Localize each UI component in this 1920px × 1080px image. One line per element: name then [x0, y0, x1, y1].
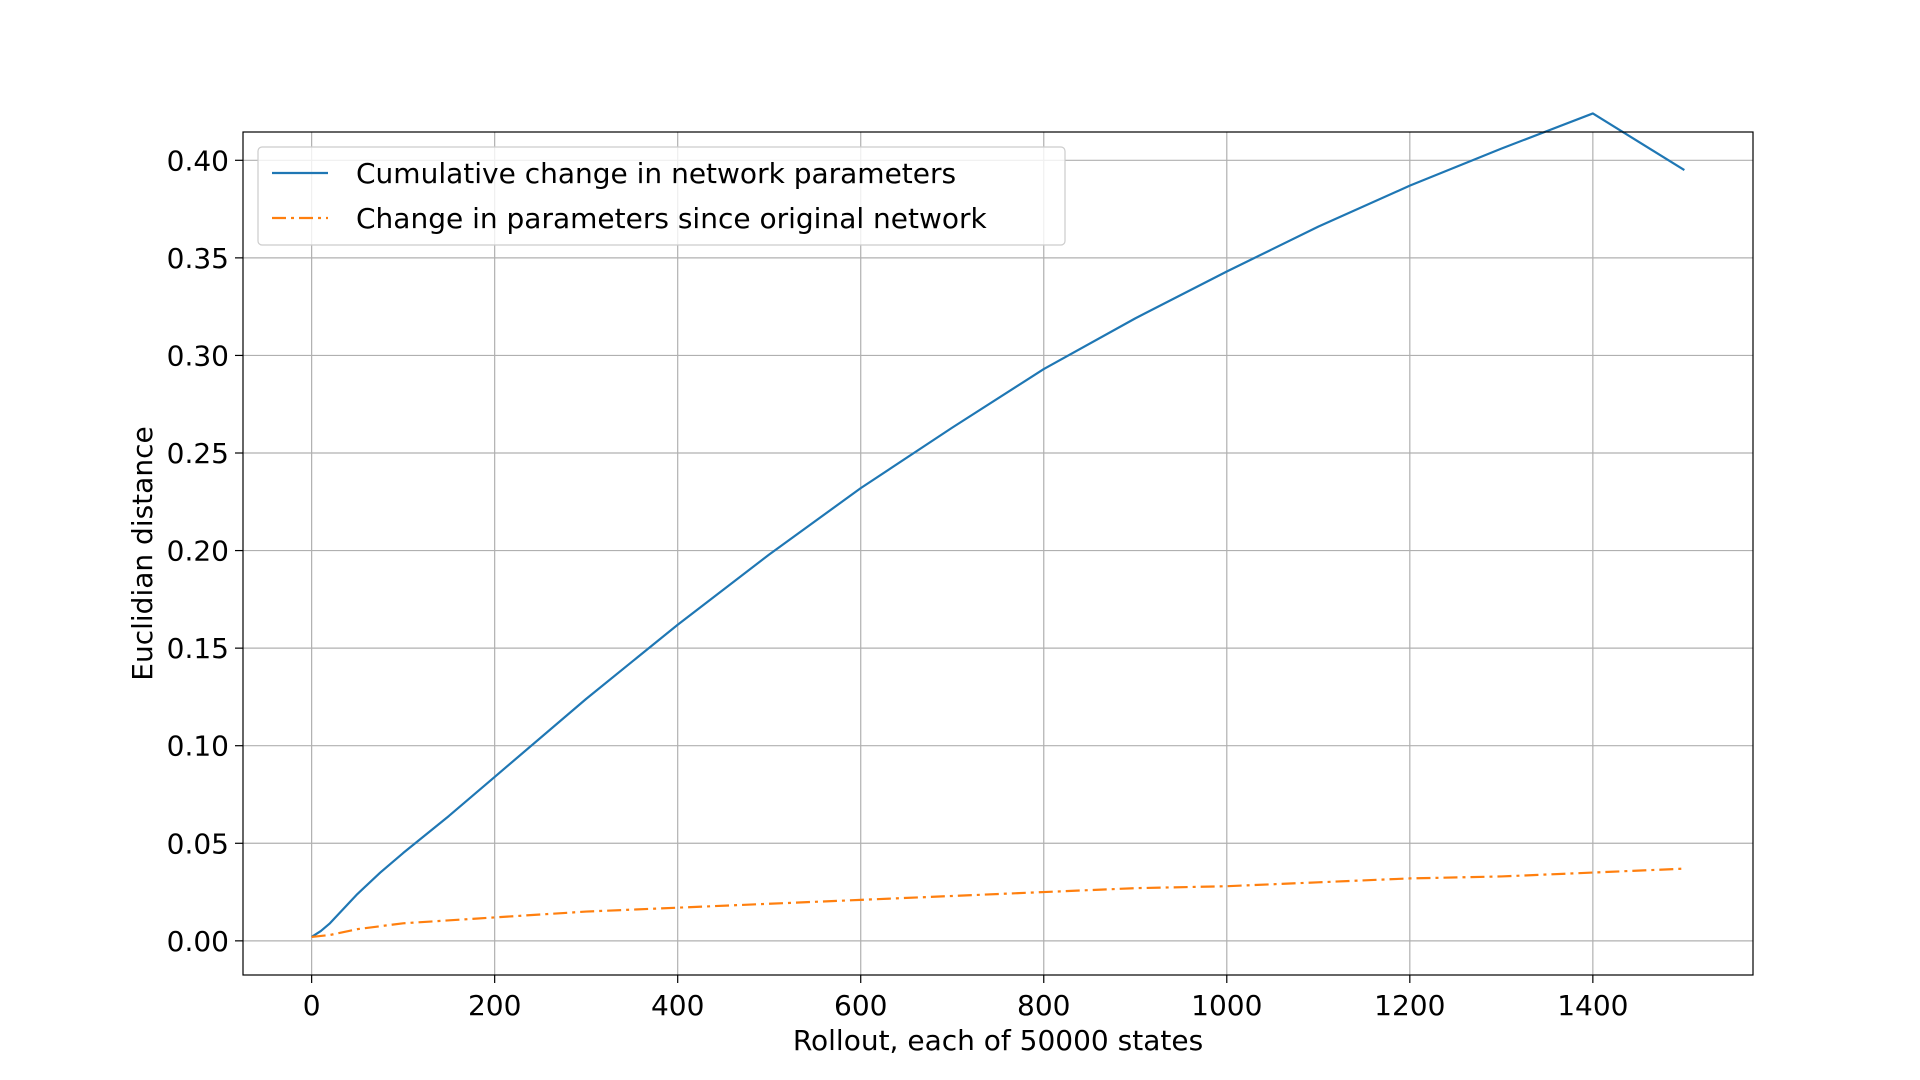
x-axis-label: Rollout, each of 50000 states	[793, 1024, 1203, 1057]
x-tick-label: 1000	[1191, 989, 1262, 1022]
x-tick-label: 200	[468, 989, 521, 1022]
y-tick-label: 0.35	[167, 242, 229, 275]
y-tick-label: 0.10	[167, 730, 229, 763]
y-tick-label: 0.40	[167, 144, 229, 177]
y-tick-label: 0.05	[167, 827, 229, 860]
plot-frame	[242, 131, 1754, 976]
y-tick-label: 0.00	[167, 925, 229, 958]
y-tick-label: 0.15	[167, 632, 229, 665]
legend-entry-since-original: Change in parameters since original netw…	[356, 202, 988, 235]
legend-box	[257, 146, 1066, 246]
grid	[243, 132, 1753, 975]
legend-entry-cumulative: Cumulative change in network parameters	[356, 157, 956, 190]
series-line-since-original	[311, 867, 1685, 939]
x-axis-ticks: 0 200 400 600 800 1000 1200 1400	[303, 975, 1628, 1022]
series-layer	[311, 112, 1685, 939]
y-axis-label: Euclidian distance	[126, 426, 159, 680]
x-tick-label: 1400	[1557, 989, 1628, 1022]
x-tick-label: 600	[834, 989, 887, 1022]
x-tick-label: 0	[303, 989, 321, 1022]
y-tick-label: 0.20	[167, 535, 229, 568]
series-line-cumulative	[311, 112, 1685, 938]
x-tick-label: 400	[651, 989, 704, 1022]
y-tick-label: 0.25	[167, 437, 229, 470]
y-tick-label: 0.30	[167, 339, 229, 372]
legend: Cumulative change in network parameters …	[257, 146, 1066, 246]
x-tick-label: 1200	[1374, 989, 1445, 1022]
x-tick-label: 800	[1017, 989, 1070, 1022]
y-axis-ticks: 0.00 0.05 0.10 0.15 0.20 0.25 0.30 0.35 0.40	[167, 144, 243, 958]
